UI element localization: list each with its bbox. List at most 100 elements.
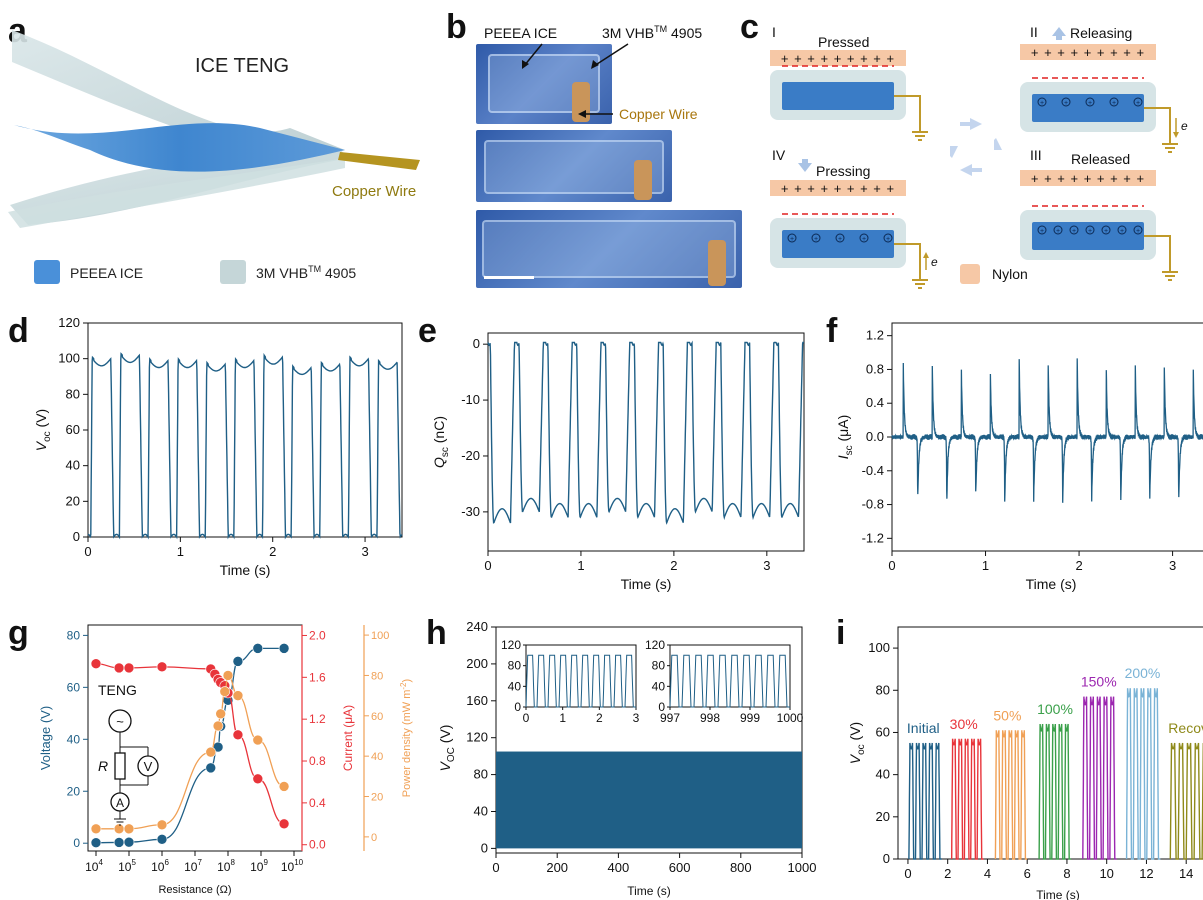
inset-x-tick-label: 1000 xyxy=(777,711,804,725)
x-tick-label: 2 xyxy=(269,544,276,559)
series-point-1 xyxy=(232,729,244,741)
nylon-layer xyxy=(1020,44,1156,60)
circuit-source-symbol: ~ xyxy=(116,714,124,729)
inset-x-tick-label: 1 xyxy=(559,711,566,725)
cation xyxy=(883,233,893,243)
photo-device-unstretched xyxy=(476,44,612,124)
inset-y-tick-label: 80 xyxy=(652,659,666,673)
cation-sign: + xyxy=(1088,100,1092,107)
stage-numeral-1: I xyxy=(772,24,776,40)
x-tick-label: 107 xyxy=(184,858,202,874)
y-tick-label: -10 xyxy=(461,392,480,407)
trace-1 xyxy=(951,738,984,860)
inset-y-tick-label: 120 xyxy=(645,638,665,652)
series-point-0 xyxy=(156,834,168,845)
x-axis-label: Time (s) xyxy=(1036,888,1080,900)
panel-label-f: f xyxy=(826,312,838,350)
y-axis-label: Qsc (nC) xyxy=(431,416,451,468)
photo-device-stretched-2 xyxy=(476,210,742,288)
right2-y-tick-label: 60 xyxy=(371,711,383,723)
nylon-layer xyxy=(770,180,906,196)
device-stage-2: + + + + + + + + + + + + + + e xyxy=(1020,44,1188,153)
positive-charges: + + + + + + + + + xyxy=(1031,45,1145,60)
cation xyxy=(1037,97,1047,107)
series-point-2 xyxy=(212,720,224,732)
circuit-a-label: A xyxy=(116,796,124,810)
inset-x-tick-label: 999 xyxy=(740,711,760,725)
right-axis-label: Current (μA) xyxy=(341,705,355,771)
cation xyxy=(859,233,869,243)
left-y-tick-label: 0 xyxy=(73,836,80,850)
chart-e: 0 1 2 3 -30 -20 -10 0 Time (s) Qsc (nC) xyxy=(431,332,805,592)
y-tick-label: -20 xyxy=(461,448,480,463)
y-tick-label: 40 xyxy=(474,803,488,818)
lead-wire xyxy=(1144,235,1171,272)
cation-sign: + xyxy=(790,236,794,243)
label-copper-wire-b: Copper Wire xyxy=(619,106,698,122)
y-tick-label: 0 xyxy=(481,840,488,855)
right-y-tick-label: 2.0 xyxy=(309,628,326,642)
panel-b-annotations: PEEEA ICE 3M VHBTM 4905 Copper Wire xyxy=(484,24,702,122)
cation-sign: + xyxy=(1064,100,1068,107)
cation xyxy=(787,233,797,243)
series-point-1 xyxy=(252,773,264,785)
y-tick-label: 0.8 xyxy=(866,361,884,376)
label-peeea-ice: PEEEA ICE xyxy=(484,25,557,41)
stage-numeral-4: IV xyxy=(772,147,786,163)
y-tick-label: 40 xyxy=(66,458,80,473)
cation xyxy=(1117,225,1127,235)
x-tick-label: 1 xyxy=(982,558,989,573)
series-point-1 xyxy=(123,662,135,674)
y-tick-label: -1.2 xyxy=(862,530,884,545)
y-tick-label: -0.8 xyxy=(862,497,884,512)
y-tick-label: 120 xyxy=(58,315,80,330)
series-point-2 xyxy=(90,823,102,835)
series-point-2 xyxy=(215,708,226,720)
arrow-down-icon xyxy=(798,159,812,172)
photo-device-stretched-1 xyxy=(476,130,672,202)
device-stage-4: + + + + + + + + + + + + + + e xyxy=(770,180,938,289)
series-point-0 xyxy=(113,837,125,848)
group-label-5: 200% xyxy=(1125,665,1161,681)
trace-4 xyxy=(1082,696,1117,860)
x-axis-label: Resistance (Ω) xyxy=(158,884,231,896)
group-label-2: 50% xyxy=(993,707,1021,723)
right-y-tick-label: 1.2 xyxy=(309,712,326,726)
left-y-tick-label: 40 xyxy=(67,732,81,746)
cycle-arrow-left-icon xyxy=(960,164,982,176)
x-tick-label: 1000 xyxy=(788,860,817,875)
chart-i: 0 2 4 6 8 10 12 14 0 20 40 60 80 100 Time (s) Voc (V) In… xyxy=(847,626,1203,900)
inset-y-tick-label: 40 xyxy=(508,679,522,693)
x-tick-label: 104 xyxy=(85,858,103,874)
inset-x-tick-label: 2 xyxy=(596,711,603,725)
inset-x-tick-label: 0 xyxy=(523,711,530,725)
cation-sign: + xyxy=(1120,228,1124,235)
x-tick-label: 0 xyxy=(492,860,499,875)
nylon-layer xyxy=(770,50,906,66)
x-tick-label: 1 xyxy=(177,544,184,559)
trace-6 xyxy=(1169,742,1203,860)
lead-wire xyxy=(894,95,921,132)
chart-g: 104 105 106 107 108 109 1010 Resistance (Ω) 0 20 4… xyxy=(38,624,413,896)
stage-label-releasing: Releasing xyxy=(1070,25,1132,41)
cation xyxy=(1085,225,1095,235)
series-point-0 xyxy=(123,836,135,848)
group-label-6: Recovery xyxy=(1168,720,1203,736)
series-point-2 xyxy=(219,686,231,697)
cation xyxy=(1133,97,1143,107)
cation-sign: + xyxy=(1040,228,1044,235)
cation xyxy=(1053,225,1063,235)
x-tick-label: 3 xyxy=(763,558,770,573)
y-tick-label: 80 xyxy=(474,767,488,782)
y-tick-label: 0 xyxy=(73,529,80,544)
x-tick-label: 3 xyxy=(1169,558,1176,573)
x-tick-label: 109 xyxy=(250,858,268,874)
legend-label-nylon: Nylon xyxy=(992,266,1028,282)
chart-d: 0 1 2 3 0 20 40 60 80 100 120 Time (s) Voc (V) xyxy=(33,315,403,578)
plot-frame xyxy=(495,626,803,854)
panel-a-copper-label: Copper Wire xyxy=(332,183,416,200)
right2-y-tick-label: 0 xyxy=(371,832,377,844)
copper-wire-shape xyxy=(338,152,420,170)
left-axis-label: Voltage (V) xyxy=(38,706,53,770)
